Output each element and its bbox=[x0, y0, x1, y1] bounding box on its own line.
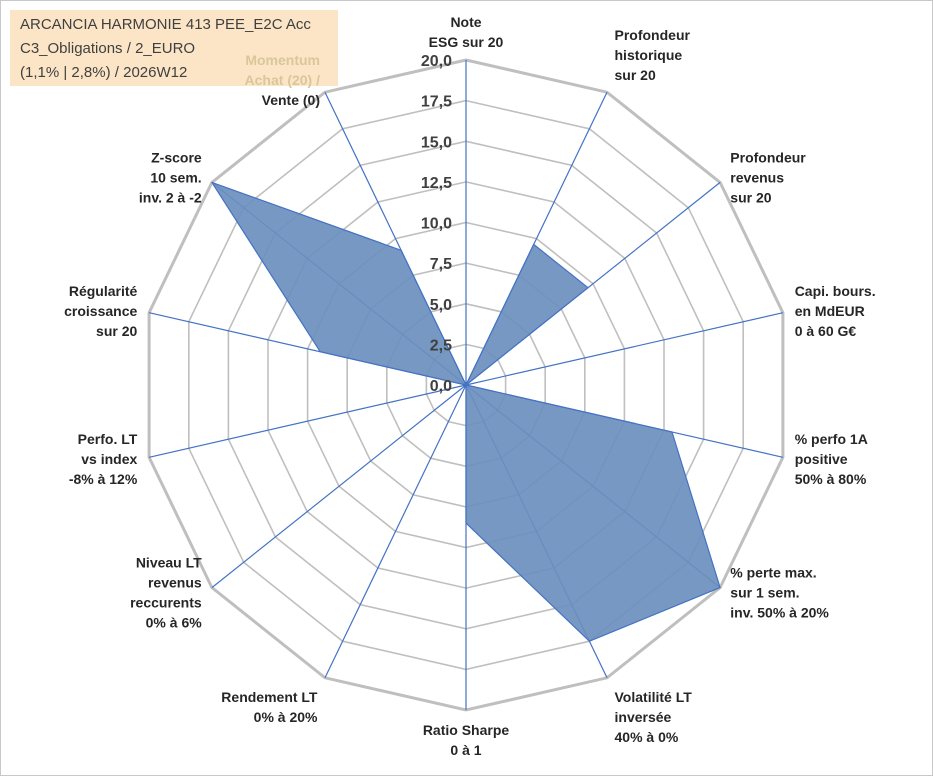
axis-spoke bbox=[465, 312, 784, 386]
axis-label-line: sur 1 sem. bbox=[730, 585, 799, 601]
axis-label: Ratio Sharpe 0 à 1 bbox=[423, 722, 510, 758]
axis-label-line: inv. 50% à 20% bbox=[730, 605, 829, 621]
series-area bbox=[211, 181, 721, 642]
axis-label-line: revenus bbox=[730, 169, 784, 185]
tick-label: 10,0 bbox=[421, 216, 452, 233]
axis-label-line: historique bbox=[615, 47, 683, 63]
axis-label-line: Momentum bbox=[245, 52, 320, 68]
axis-label-line: Rendement LT bbox=[221, 689, 318, 705]
axis-label-line: Profondeur bbox=[615, 27, 691, 43]
axis-label-line: Note bbox=[450, 14, 481, 30]
radar-tick-labels: 0,0 2,5 5,0 7,5 10,0 12,5 15,0 17,5 20,0 bbox=[421, 53, 452, 395]
fund-name: ARCANCIA HARMONIE 413 PEE_E2C Acc bbox=[20, 16, 311, 33]
axis-label-line: positive bbox=[795, 451, 848, 467]
axis-label: Niveau LT revenus reccurents 0% à 6% bbox=[130, 555, 202, 631]
axis-label-line: 10 sem. bbox=[150, 169, 201, 185]
axis-label-line: Perfo. LT bbox=[78, 431, 138, 447]
axis-label-line: sur 20 bbox=[730, 189, 771, 205]
axis-spoke bbox=[148, 384, 467, 458]
axis-label-line: revenus bbox=[148, 575, 202, 591]
axis-label-line: Ratio Sharpe bbox=[423, 722, 510, 738]
axis-label-line: sur 20 bbox=[615, 67, 656, 83]
axis-label-line: sur 20 bbox=[96, 323, 137, 339]
axis-label-line: Vente (0) bbox=[262, 92, 320, 108]
tick-label: 7,5 bbox=[430, 256, 452, 273]
axis-label: Z-score 10 sem. inv. 2 à -2 bbox=[139, 149, 202, 205]
tick-label: 0,0 bbox=[430, 378, 452, 395]
axis-label-line: 0% à 6% bbox=[146, 615, 203, 631]
axis-label: % perfo 1A positive 50% à 80% bbox=[795, 431, 868, 487]
axis-label-line: Profondeur bbox=[730, 149, 806, 165]
radar-axis-labels: Note ESG sur 20 Profondeur historique sur 20… bbox=[64, 14, 875, 758]
axis-label-line: inv. 2 à -2 bbox=[139, 189, 202, 205]
fund-stats: (1,1% | 2,8%) / 2026W12 bbox=[20, 64, 188, 81]
axis-label-line: -8% à 12% bbox=[69, 471, 138, 487]
axis-label-line: % perfo 1A bbox=[795, 431, 868, 447]
axis-label: % perte max. sur 1 sem. inv. 50% à 20% bbox=[730, 565, 829, 621]
axis-label: Régularité croissance sur 20 bbox=[64, 283, 137, 339]
tick-label: 2,5 bbox=[430, 337, 452, 354]
axis-label-line: 0 à 1 bbox=[450, 742, 481, 758]
tick-label: 20,0 bbox=[421, 53, 452, 70]
axis-label-line: Capi. bours. bbox=[795, 283, 876, 299]
axis-label-line: Niveau LT bbox=[136, 555, 202, 571]
axis-label-line: 0 à 60 G€ bbox=[795, 323, 857, 339]
axis-label: Profondeur revenus sur 20 bbox=[730, 149, 806, 205]
radar-series-area bbox=[211, 181, 721, 642]
axis-label: Profondeur historique sur 20 bbox=[615, 27, 691, 83]
fund-category: C3_Obligations / 2_EURO bbox=[20, 40, 196, 57]
axis-label: Volatilité LT inversée 40% à 0% bbox=[615, 689, 693, 745]
axis-label-line: Z-score bbox=[151, 149, 202, 165]
axis-label-line: inversée bbox=[615, 709, 672, 725]
axis-label-line: Régularité bbox=[69, 283, 138, 299]
axis-spoke bbox=[324, 384, 467, 679]
axis-label: Note ESG sur 20 bbox=[429, 14, 504, 50]
tick-label: 5,0 bbox=[430, 297, 452, 314]
axis-label-line: 40% à 0% bbox=[615, 729, 679, 745]
axis-label: Rendement LT 0% à 20% bbox=[221, 689, 318, 725]
axis-label-line: 0% à 20% bbox=[254, 709, 318, 725]
fund-info-box: ARCANCIA HARMONIE 413 PEE_E2C Acc C3_Obl… bbox=[10, 10, 338, 86]
axis-label: Capi. bours. en MdEUR 0 à 60 G€ bbox=[795, 283, 876, 339]
tick-label: 17,5 bbox=[421, 94, 452, 111]
tick-label: 12,5 bbox=[421, 175, 452, 192]
axis-label-line: 50% à 80% bbox=[795, 471, 867, 487]
axis-label-line: vs index bbox=[81, 451, 137, 467]
axis-label-line: Volatilité LT bbox=[615, 689, 693, 705]
axis-label-line: en MdEUR bbox=[795, 303, 865, 319]
axis-label-line: croissance bbox=[64, 303, 137, 319]
axis-label-line: reccurents bbox=[130, 595, 202, 611]
axis-label: Momentum Achat (20) / Vente (0) bbox=[245, 52, 321, 108]
axis-label: Perfo. LT vs index -8% à 12% bbox=[69, 431, 138, 487]
axis-label-line: % perte max. bbox=[730, 565, 816, 581]
axis-label-line: Achat (20) / bbox=[245, 72, 321, 88]
axis-label-line: ESG sur 20 bbox=[429, 34, 504, 50]
axis-spoke bbox=[211, 384, 467, 589]
tick-label: 15,0 bbox=[421, 134, 452, 151]
